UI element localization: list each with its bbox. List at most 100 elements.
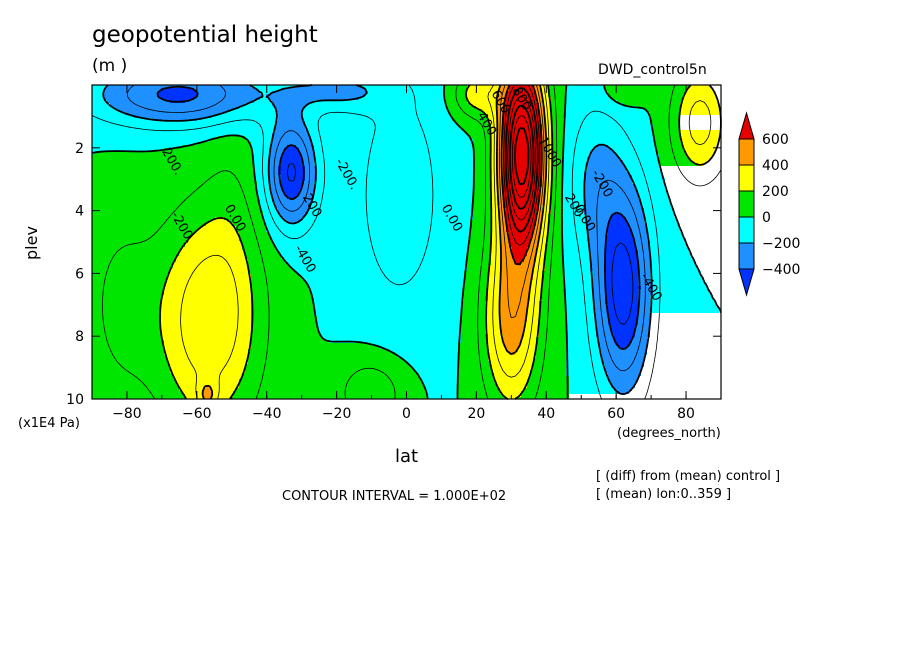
field-cell [509,232,533,235]
field-cell [536,214,542,217]
field-cell [92,277,167,280]
field-cell [179,388,203,391]
contour-line [509,104,535,210]
field-cell [605,238,635,241]
field-cell [551,100,566,103]
field-cell [464,271,488,274]
field-cell [593,271,605,274]
field-cell [92,283,164,286]
field-cell [425,388,458,391]
field-cell [212,388,236,391]
field-cell [590,151,614,154]
field-cell [503,103,539,106]
field-cell [497,166,503,169]
field-cell [485,304,500,307]
field-cell [656,145,683,148]
field-cell [491,190,497,193]
field-cell [632,337,647,340]
field-cell [263,217,284,220]
field-cell [92,112,125,115]
field-cell [284,259,467,262]
field-cell [605,247,635,250]
field-cell [500,265,533,268]
field-cell [536,97,542,100]
field-cell [551,103,566,106]
field-cell [485,328,500,331]
field-cell [287,262,467,265]
field-cell [173,376,242,379]
field-cell [545,142,551,145]
field-cell [296,85,362,88]
field-cell [497,157,503,160]
field-cell [299,190,314,193]
field-cell [563,187,584,190]
field-cell [539,109,545,112]
field-cell [500,211,506,214]
field-cell [197,91,260,94]
field-cell [452,118,488,121]
field-cell [605,262,638,265]
contour-lines [91,84,722,400]
x-tick-label: 80 [677,406,695,422]
field-cell [92,121,275,124]
field-cell [314,301,461,304]
field-cell [650,262,695,265]
field-cell [275,130,308,133]
field-cell [278,112,302,115]
field-cell [275,202,311,205]
field-cell [275,121,305,124]
field-cell [239,235,269,238]
field-cell [92,142,197,145]
field-cell [461,322,485,325]
field-cell [281,178,305,181]
field-cell [563,286,593,289]
field-cell [527,319,539,322]
field-cell [164,148,251,151]
field-cell [545,133,551,136]
field-cell [506,220,536,223]
field-cell [605,271,638,274]
field-cell [605,253,638,256]
field-cell [500,313,527,316]
field-cell [203,391,212,394]
field-cell [545,259,563,262]
field-cell [563,136,653,139]
field-cell [605,280,638,283]
field-cell [293,268,467,271]
field-cell [563,259,590,262]
field-cell [302,217,473,220]
field-cell [611,385,635,388]
field-cell [545,157,551,160]
field-cell [308,133,467,136]
field-cell [491,370,530,373]
field-cell [314,190,473,193]
field-cell [458,382,497,385]
field-cell [551,97,566,100]
field-cell [491,202,497,205]
field-cell [299,274,464,277]
field-cell [467,91,497,94]
field-cell [638,193,668,196]
field-cell [92,343,164,346]
field-cell [248,355,398,358]
field-cell [605,301,638,304]
field-cell [500,280,530,283]
field-cell [488,277,500,280]
field-cell [632,178,665,181]
field-cell [251,334,320,337]
field-cell [551,115,566,118]
field-cell [503,184,542,187]
field-cell [92,97,104,100]
field-cell [500,304,527,307]
field-cell [470,223,491,226]
field-cell [584,211,644,214]
field-cell [92,331,161,334]
field-cell [503,343,521,346]
field-cell [197,94,263,97]
field-cell [608,94,683,97]
field-cell [542,157,545,160]
field-cell [683,142,719,145]
field-cell [500,88,509,91]
field-cell [638,265,650,268]
field-cell [212,397,230,399]
